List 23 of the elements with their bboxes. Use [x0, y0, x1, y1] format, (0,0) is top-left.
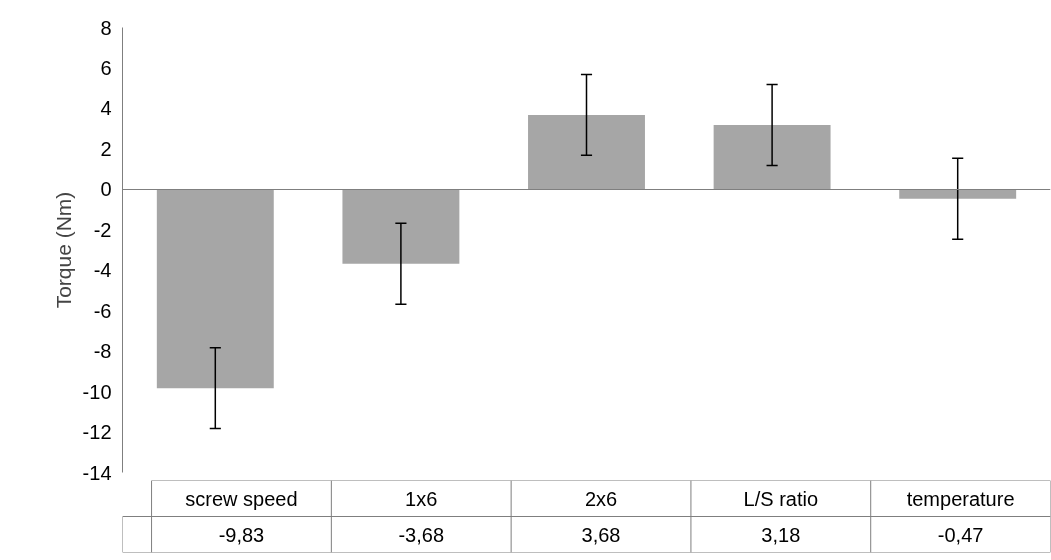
x-tick-label: L/S ratio	[743, 487, 819, 510]
x-tick-label: 2x6	[584, 487, 618, 510]
y-tick-label: -14	[82, 461, 112, 484]
x-tick-label: screw speed	[185, 487, 298, 510]
y-tick-label: -10	[82, 380, 112, 403]
y-tick-label: 0	[100, 178, 112, 201]
x-tick-label: temperature	[906, 487, 1015, 510]
data-label: 3,68	[581, 523, 621, 546]
y-tick-label: -6	[93, 299, 112, 322]
y-tick-label: -2	[93, 218, 112, 241]
y-tick-label: 6	[100, 56, 112, 79]
data-label: 3,18	[761, 523, 801, 546]
y-axis-title: Torque (Nm)	[51, 191, 75, 309]
y-tick-label: -12	[82, 421, 112, 444]
y-tick-label: 4	[100, 97, 112, 120]
data-label: -3,68	[398, 523, 445, 546]
y-tick-label: -8	[93, 340, 112, 363]
y-tick-label: -4	[93, 259, 112, 282]
x-tick-label: 1x6	[405, 487, 438, 510]
data-label: -0,47	[937, 523, 984, 546]
y-tick-label: 2	[100, 137, 112, 160]
data-label: -9,83	[218, 523, 265, 546]
y-tick-label: 8	[100, 16, 112, 39]
